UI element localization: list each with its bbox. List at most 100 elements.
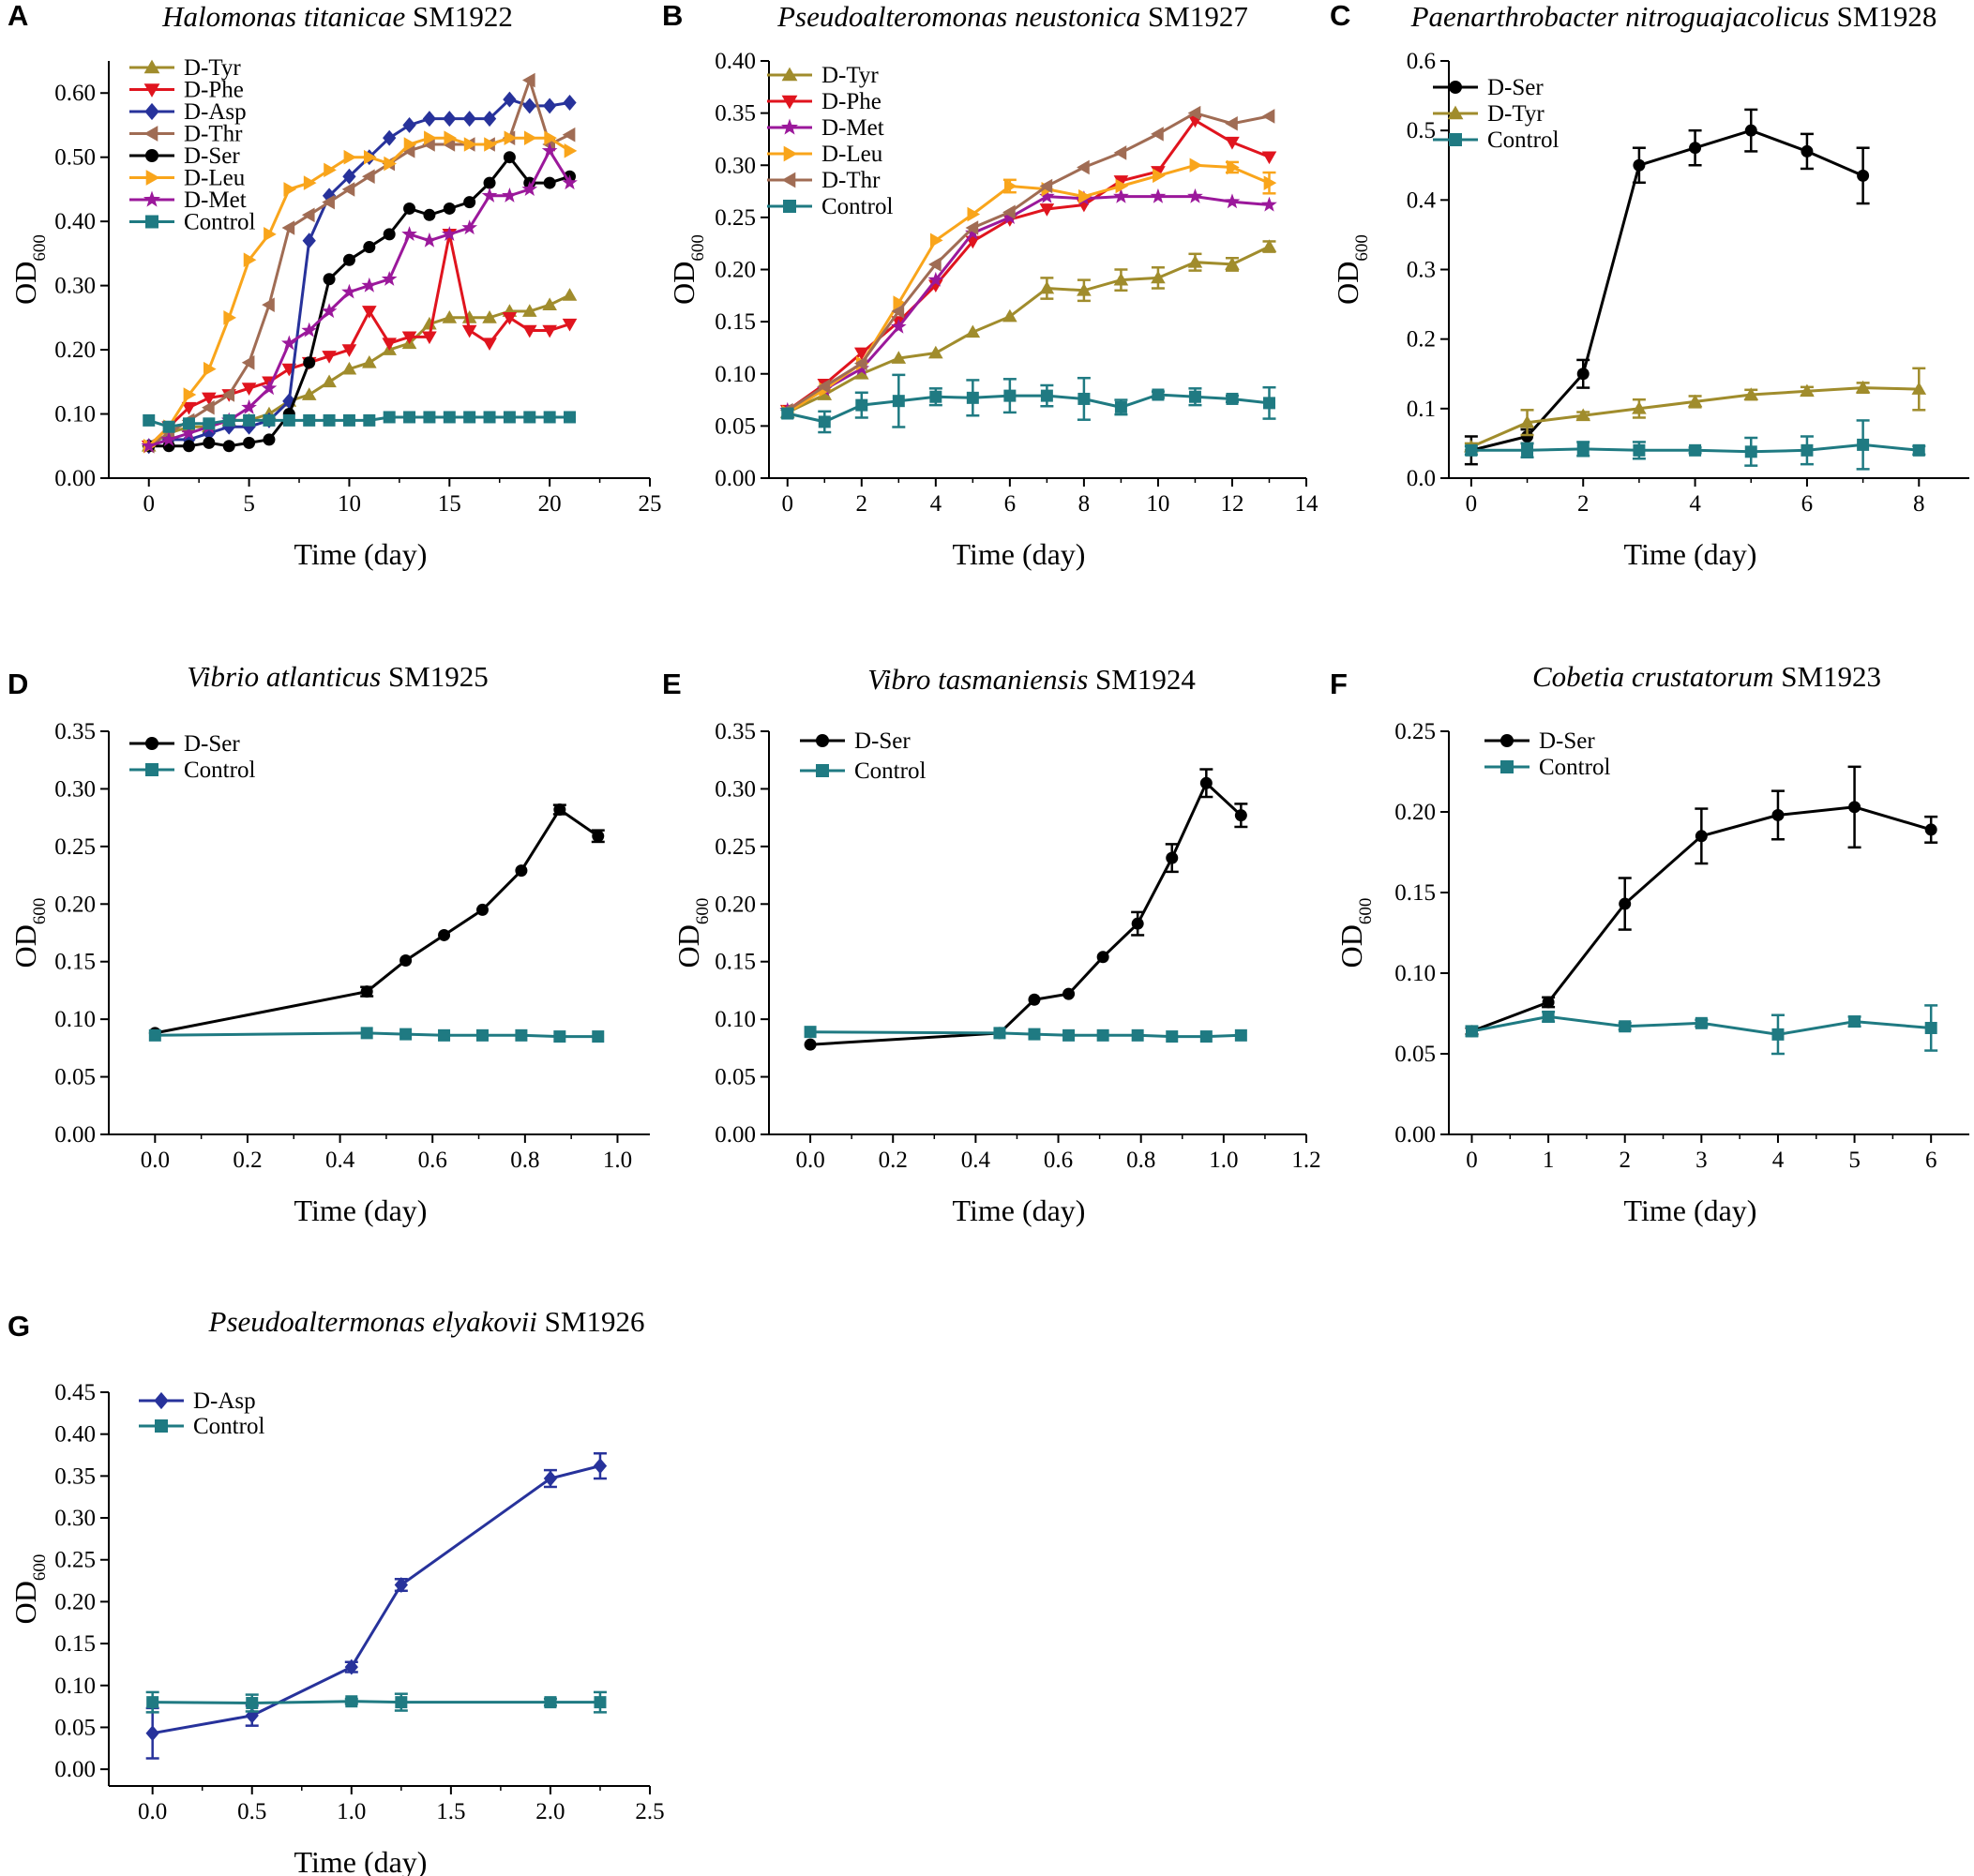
panel-b-series-d-leu-point [1189, 158, 1203, 173]
panel-b-series-d-thr-point [853, 355, 867, 371]
panel-e-series-d-ser-point [1234, 809, 1247, 822]
panel-a-series-d-ser-point [263, 433, 276, 446]
panel-a-series-d-tyr-point [322, 374, 337, 388]
panel-b-series-control-point [1077, 392, 1091, 405]
panel-b-series-d-thr-point [1002, 204, 1016, 220]
panel-a-series-d-leu-point [523, 130, 537, 145]
panel-f-series-d-ser-point [1771, 808, 1785, 821]
panel-a-legend-item-marker [144, 102, 159, 121]
panel-a-series-d-leu-point [243, 252, 257, 268]
panel-d-legend-item-label: D-Ser [184, 731, 240, 757]
panel-a-series-d-met-point [241, 398, 257, 414]
panel-f-series-control-point [1542, 1010, 1555, 1023]
panel-f-series-control-point [1695, 1016, 1708, 1029]
panel-b-y-label-subscript: 600 [688, 234, 708, 262]
panel-f-series-control-point [1771, 1028, 1785, 1041]
panel-d-series-control-line [155, 1031, 598, 1039]
panel-f-legend-item-marker [1500, 760, 1514, 773]
panel-a-series-d-asp-point [342, 168, 356, 185]
panel-b-series-control-line [787, 393, 1270, 424]
panel-a-series-d-met-point [562, 174, 578, 190]
panel-f-x-tick-label: 4 [1772, 1148, 1785, 1173]
panel-b-y-tick-label: 0.15 [715, 309, 756, 335]
panel-e-y-tick-label: 0.10 [715, 1007, 756, 1032]
panel-a-legend-item-marker [145, 215, 158, 229]
panel-a-series-d-met-point [401, 226, 417, 241]
panel-a-series-d-thr-point [301, 207, 315, 223]
panel-a-series-d-met-point [321, 303, 338, 319]
panel-c-y-label-main: OD [1331, 262, 1364, 305]
panel-c-legend-item-marker [1447, 105, 1464, 120]
panel-b-series-d-tyr-point [1002, 308, 1017, 323]
panel-c-title-strain: SM1928 [1830, 0, 1937, 33]
panel-d-legend-item: D-Ser [129, 731, 240, 757]
panel-d: D Vibrio atlanticus SM1925 0.0 0.2 0.4 0.6 0.8… [8, 660, 650, 1227]
panel-b-series-control-point [1262, 397, 1275, 410]
panel-a-series-d-thr-point [521, 72, 535, 88]
panel-a-series-d-tyr-point [521, 304, 537, 317]
panel-f-series-control [1465, 1004, 1938, 1056]
panel-a-series-control-point [342, 413, 355, 427]
panel-f-legend-item-marker [1500, 734, 1514, 747]
panel-b-series-control-point [966, 391, 979, 404]
panel-a-title-strain: SM1922 [405, 0, 513, 33]
panel-d-x-tick-label: 1.0 [603, 1148, 632, 1173]
panel-g-x-tick-label: 2.0 [535, 1799, 565, 1824]
panel-d-letter: D [8, 668, 28, 700]
panel-a-legend-item: D-Phe [129, 78, 244, 103]
panel-a-series-control-point [182, 417, 195, 430]
panel-b-series-d-thr-point [1261, 109, 1275, 124]
panel-d-series-d-ser-point [553, 803, 566, 817]
panel-b-series-d-tyr [779, 239, 1277, 418]
panel-e-title-species: Vibro tasmaniensis [867, 663, 1088, 696]
panel-a-series-d-tyr-point [341, 361, 357, 375]
panel-f-x-tick-label: 5 [1848, 1148, 1861, 1173]
panel-c-title: Paenarthrobacter nitroguajacolicus SM192… [1410, 0, 1937, 33]
panel-e-x-tick-label: 0.4 [961, 1148, 991, 1173]
panel-a-series-d-ser-point [483, 176, 496, 189]
panel-e-series-control-point [1131, 1028, 1144, 1042]
panel-f-series-control-point [1619, 1020, 1632, 1033]
panel-b-series-d-thr-point [1039, 178, 1053, 194]
panel-b-series-d-phe-point [1113, 175, 1129, 188]
panel-g-y-label: OD600 [8, 1554, 50, 1625]
panel-b-y-label-main: OD [667, 262, 701, 305]
panel-b-series-d-tyr-point [1113, 272, 1129, 286]
panel-a-series-d-phe-point [482, 338, 497, 352]
panel-g-x-tick-label: 0.0 [138, 1799, 167, 1824]
panel-c-series-d-ser-line [1470, 128, 1864, 452]
panel-b-series-d-phe-point [1261, 151, 1277, 165]
panel-a-x-label: Time (day) [294, 537, 428, 571]
panel-e-series-control-point [1096, 1028, 1109, 1042]
panel-a-series-control-point [243, 413, 256, 427]
panel-a-series-d-asp-point [422, 111, 437, 128]
panel-b-series-d-leu-point [1004, 178, 1017, 194]
panel-a-series-d-met-point [160, 431, 177, 447]
panel-d-y-tick-label: 0.10 [54, 1007, 96, 1032]
panel-g-legend-item-label: D-Asp [193, 1388, 256, 1414]
panel-a-series-d-ser-point [463, 196, 476, 209]
panel-a-series-control-point [222, 413, 235, 427]
panel-a-series-d-thr-point [202, 399, 215, 415]
panel-a-y-tick-label: 0.00 [54, 466, 96, 491]
panel-f-series-control-point [1924, 1021, 1937, 1034]
panel-g-series-control-point [345, 1695, 358, 1708]
panel-c-series-d-tyr [1464, 367, 1927, 453]
panel-b-legend-item: D-Tyr [767, 63, 879, 88]
panel-a-legend-item: D-Tyr [129, 55, 241, 81]
panel-a-series-control-point [162, 420, 175, 433]
panel-a-series-d-phe-point [362, 306, 377, 319]
panel-b-series-d-leu-point [1153, 168, 1166, 184]
panel-a-series-control-point [503, 411, 516, 424]
panel-a-series-d-met-point [181, 425, 197, 441]
panel-a-letter: A [8, 0, 28, 32]
panel-c-legend-item-label: D-Ser [1487, 75, 1544, 100]
panel-a-legend-item: Control [129, 210, 255, 235]
panel-a-series-d-tyr-point [542, 297, 557, 311]
panel-b-y-label: OD600 [667, 234, 708, 305]
panel-b-x-tick-label: 8 [1078, 491, 1091, 517]
panel-b-series-d-met-point [965, 224, 981, 240]
panel-e-x-tick-label: 0.2 [879, 1148, 908, 1173]
panel-d-series-d-ser-point [360, 985, 373, 998]
